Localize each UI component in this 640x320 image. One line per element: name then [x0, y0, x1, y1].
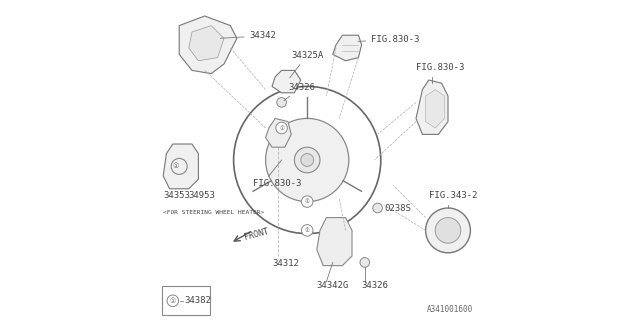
- Circle shape: [301, 154, 314, 166]
- Circle shape: [277, 98, 287, 107]
- Text: 34312: 34312: [272, 259, 299, 268]
- Text: FIG.830-3: FIG.830-3: [416, 63, 465, 72]
- Text: 34953: 34953: [189, 191, 216, 200]
- Circle shape: [360, 258, 370, 267]
- Circle shape: [167, 295, 179, 307]
- Text: 34325A: 34325A: [290, 51, 323, 78]
- Circle shape: [266, 118, 349, 202]
- Circle shape: [301, 225, 313, 236]
- Text: 34382: 34382: [184, 296, 211, 305]
- Circle shape: [426, 208, 470, 253]
- Circle shape: [435, 218, 461, 243]
- Polygon shape: [163, 144, 198, 189]
- Circle shape: [301, 196, 313, 207]
- Text: 34353: 34353: [163, 191, 190, 200]
- Text: ①: ①: [173, 164, 179, 169]
- Text: FIG.830-3: FIG.830-3: [358, 35, 420, 44]
- Text: ①: ①: [305, 199, 310, 204]
- Polygon shape: [179, 16, 237, 74]
- Text: 34342: 34342: [220, 31, 276, 40]
- Circle shape: [276, 122, 287, 134]
- Polygon shape: [333, 35, 362, 61]
- Circle shape: [372, 203, 383, 213]
- Text: 34326: 34326: [362, 281, 388, 290]
- Text: ①: ①: [305, 228, 310, 233]
- Text: <FOR STEERING WHEEL HEATER>: <FOR STEERING WHEEL HEATER>: [163, 211, 264, 215]
- Text: ①: ①: [279, 125, 284, 131]
- Text: FIG.830-3: FIG.830-3: [253, 179, 301, 188]
- Circle shape: [294, 147, 320, 173]
- Polygon shape: [189, 26, 224, 61]
- Text: FIG.343-2: FIG.343-2: [429, 191, 477, 200]
- Polygon shape: [266, 118, 291, 147]
- Text: FRONT: FRONT: [243, 227, 269, 242]
- Polygon shape: [416, 80, 448, 134]
- FancyBboxPatch shape: [161, 286, 210, 315]
- Polygon shape: [272, 70, 301, 93]
- Text: 34326: 34326: [284, 83, 315, 101]
- Text: A341001600: A341001600: [428, 305, 474, 314]
- Polygon shape: [317, 218, 352, 266]
- Text: 34342G: 34342G: [317, 281, 349, 290]
- Polygon shape: [426, 90, 445, 128]
- Text: ①: ①: [170, 298, 176, 304]
- Text: 0238S: 0238S: [384, 204, 411, 213]
